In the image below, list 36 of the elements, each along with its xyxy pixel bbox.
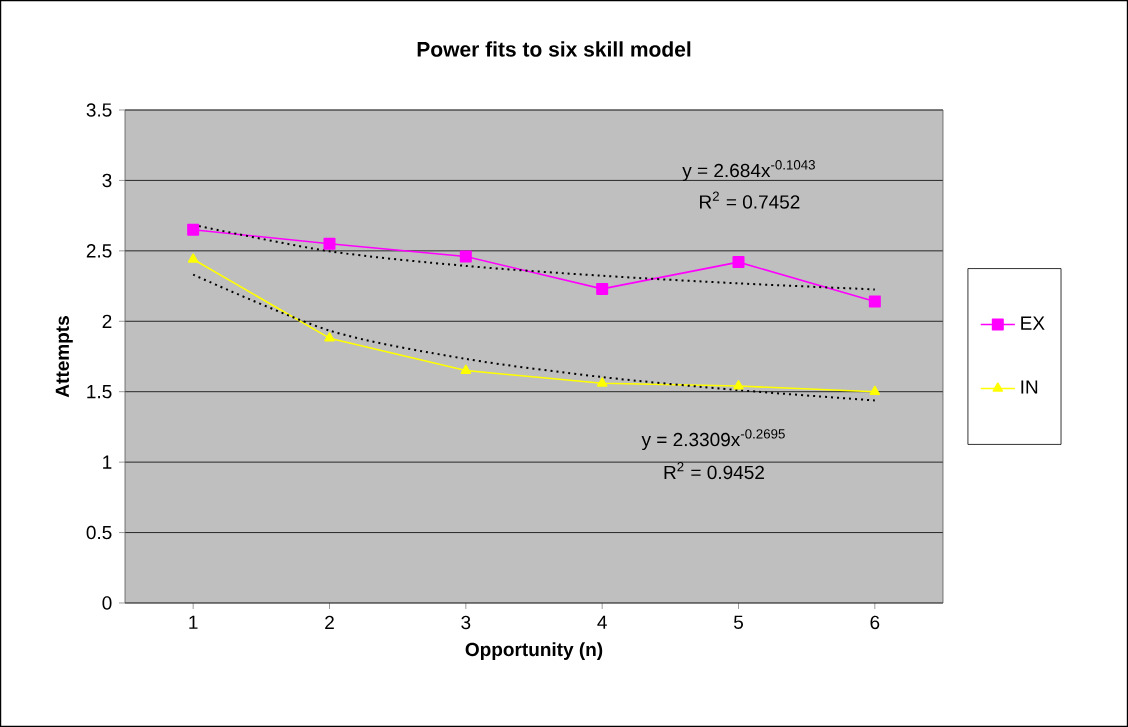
point <box>460 364 472 374</box>
point <box>868 295 881 308</box>
x-tick-label: 4 <box>597 615 607 629</box>
point <box>733 380 744 390</box>
y-tick-label: 1.5 <box>87 385 112 399</box>
y-axis-title: Attempts <box>55 316 73 398</box>
y-tick-label: 2 <box>102 314 112 328</box>
chart-title: Power fits to six skill model <box>417 41 691 57</box>
annotation: y = 2.3309x$^{-0.2695}$ <box>641 429 785 451</box>
point <box>869 385 881 396</box>
annotation: R$^{2}$ = 0.7452 <box>700 191 800 209</box>
x-tick-label: 2 <box>325 615 334 629</box>
y-tick-label: 3 <box>102 173 112 188</box>
legend-label: IN <box>1021 380 1038 394</box>
y-tick-label: 0.5 <box>86 525 112 540</box>
x-axis-title: Opportunity (n) <box>465 642 603 660</box>
point <box>459 250 472 263</box>
x-tick-label: 1 <box>189 615 198 629</box>
point <box>187 223 200 236</box>
point <box>732 256 745 269</box>
y-tick-label: 2.5 <box>86 244 112 258</box>
point <box>323 237 336 250</box>
y-tick-label: 0 <box>102 596 112 610</box>
x-tick-label: 6 <box>870 615 880 630</box>
annotation: y = 2.684x$^{-0.1043}$ <box>682 160 815 181</box>
x-tick-label: 5 <box>733 615 743 629</box>
annotation: R$^{2}$ = 0.9452 <box>664 462 764 480</box>
point <box>187 253 199 263</box>
line-series <box>192 273 876 402</box>
y-tick-label: 1 <box>103 455 112 469</box>
legend-label: EX <box>1021 316 1045 330</box>
point <box>596 282 609 295</box>
point <box>324 332 335 342</box>
point <box>596 377 608 387</box>
y-tick-label: 3.5 <box>86 103 112 117</box>
x-tick-label: 3 <box>461 615 471 630</box>
